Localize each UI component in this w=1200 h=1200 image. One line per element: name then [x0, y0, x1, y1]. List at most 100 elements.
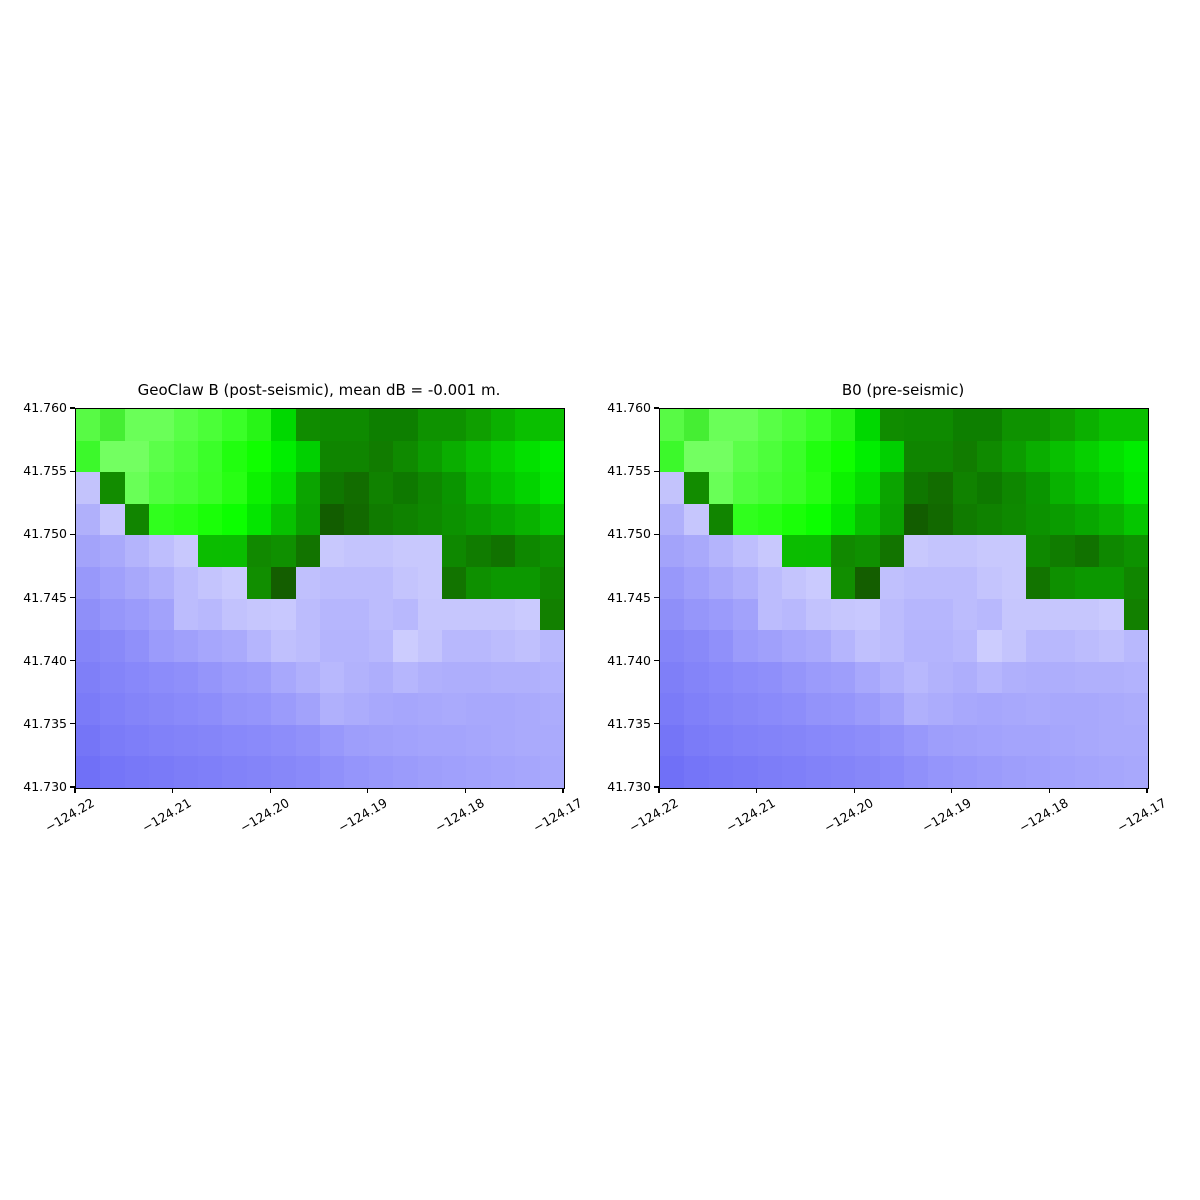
heatmap-cell [441, 409, 467, 441]
heatmap-cell [733, 440, 758, 473]
heatmap-cell [100, 566, 125, 599]
heatmap-cell [1099, 756, 1124, 788]
heatmap-cell [903, 535, 929, 567]
heatmap-cell [173, 756, 198, 788]
heatmap-cell [903, 661, 929, 694]
heatmap-cell [660, 630, 685, 662]
heatmap-cell [271, 756, 296, 788]
heatmap-cell [684, 503, 709, 536]
heatmap-cell [1001, 661, 1026, 694]
heatmap-cell [879, 693, 904, 725]
heatmap-cell [757, 661, 782, 694]
x-tick-label: −124.19 [918, 795, 974, 836]
y-tick-mark [70, 660, 75, 662]
heatmap-cell [222, 472, 247, 504]
heatmap-cell [173, 566, 198, 599]
heatmap-cell [319, 409, 345, 441]
heatmap-cell [271, 472, 296, 504]
heatmap-cell [197, 756, 223, 788]
x-tick-label: −124.20 [821, 795, 876, 836]
heatmap-cell [1123, 756, 1148, 788]
heatmap-cell [660, 598, 685, 631]
heatmap-cell [879, 472, 904, 504]
heatmap-cell [393, 566, 418, 599]
heatmap-cell [319, 566, 345, 599]
heatmap-cell [708, 756, 734, 788]
heatmap-cell [1074, 756, 1100, 788]
heatmap-cell [417, 661, 442, 694]
heatmap-cell [855, 661, 880, 694]
y-tick-mark [70, 533, 75, 535]
heatmap-cell [1074, 472, 1100, 504]
heatmap-cell [733, 409, 758, 441]
heatmap-cell [149, 661, 174, 694]
heatmap-cell [1123, 661, 1148, 694]
x-tick-mark [367, 788, 369, 793]
heatmap-cell [271, 535, 296, 567]
heatmap-cell [124, 661, 150, 694]
heatmap-cell [100, 535, 125, 567]
heatmap-cell [757, 535, 782, 567]
heatmap-cell [368, 724, 394, 757]
heatmap-cell [1099, 535, 1124, 567]
heatmap-cell [295, 503, 320, 536]
heatmap-cell [806, 472, 831, 504]
heatmap-cell [1123, 566, 1148, 599]
heatmap-cell [830, 409, 856, 441]
heatmap-cell [441, 440, 467, 473]
heatmap-cell [197, 440, 223, 473]
heatmap-cell [466, 756, 491, 788]
heatmap-cell [344, 756, 369, 788]
heatmap-cell [928, 756, 953, 788]
heatmap-cell [441, 661, 467, 694]
heatmap-cell [977, 630, 1002, 662]
y-tick-mark [70, 786, 75, 788]
heatmap-cell [1001, 535, 1026, 567]
heatmap-cell [124, 440, 150, 473]
heatmap-cell [222, 756, 247, 788]
heatmap-cell [806, 440, 831, 473]
heatmap-cell [100, 472, 125, 504]
heatmap-cell [76, 661, 101, 694]
heatmap-cell [806, 503, 831, 536]
heatmap-cell [76, 598, 101, 631]
heatmap-cell [417, 566, 442, 599]
heatmap-cell [368, 598, 394, 631]
x-tick-label: −124.22 [626, 795, 681, 836]
heatmap-cell [515, 503, 540, 536]
heatmap-cell [76, 566, 101, 599]
y-tick-label: 41.735 [23, 715, 67, 731]
heatmap-cell [393, 693, 418, 725]
heatmap-cell [1074, 693, 1100, 725]
heatmap-cell [100, 630, 125, 662]
heatmap-cell [246, 535, 272, 567]
heatmap-cell [1001, 598, 1026, 631]
heatmap-cell [879, 661, 904, 694]
heatmap-cell [806, 630, 831, 662]
heatmap-cell [393, 661, 418, 694]
heatmap-cell [708, 566, 734, 599]
heatmap-cell [197, 598, 223, 631]
x-tick-mark [172, 788, 174, 793]
heatmap-cell [879, 598, 904, 631]
heatmap-cell [830, 661, 856, 694]
heatmap-cell [441, 693, 467, 725]
heatmap-cell [855, 724, 880, 757]
heatmap-cell [830, 440, 856, 473]
heatmap-cell [246, 440, 272, 473]
y-tick-label: 41.750 [607, 526, 651, 542]
heatmap-cell [173, 409, 198, 441]
heatmap-cell [295, 724, 320, 757]
heatmap-cell [1050, 503, 1075, 536]
heatmap-cell [271, 440, 296, 473]
heatmap-cell [952, 693, 978, 725]
heatmap-cell [246, 693, 272, 725]
heatmap-cell [124, 756, 150, 788]
heatmap-cell [1001, 693, 1026, 725]
heatmap-cell [1050, 724, 1075, 757]
heatmap-cell [1001, 472, 1026, 504]
y-tick-mark [654, 470, 659, 472]
heatmap-cell [417, 630, 442, 662]
heatmap-cell [806, 693, 831, 725]
heatmap-cell [539, 472, 564, 504]
